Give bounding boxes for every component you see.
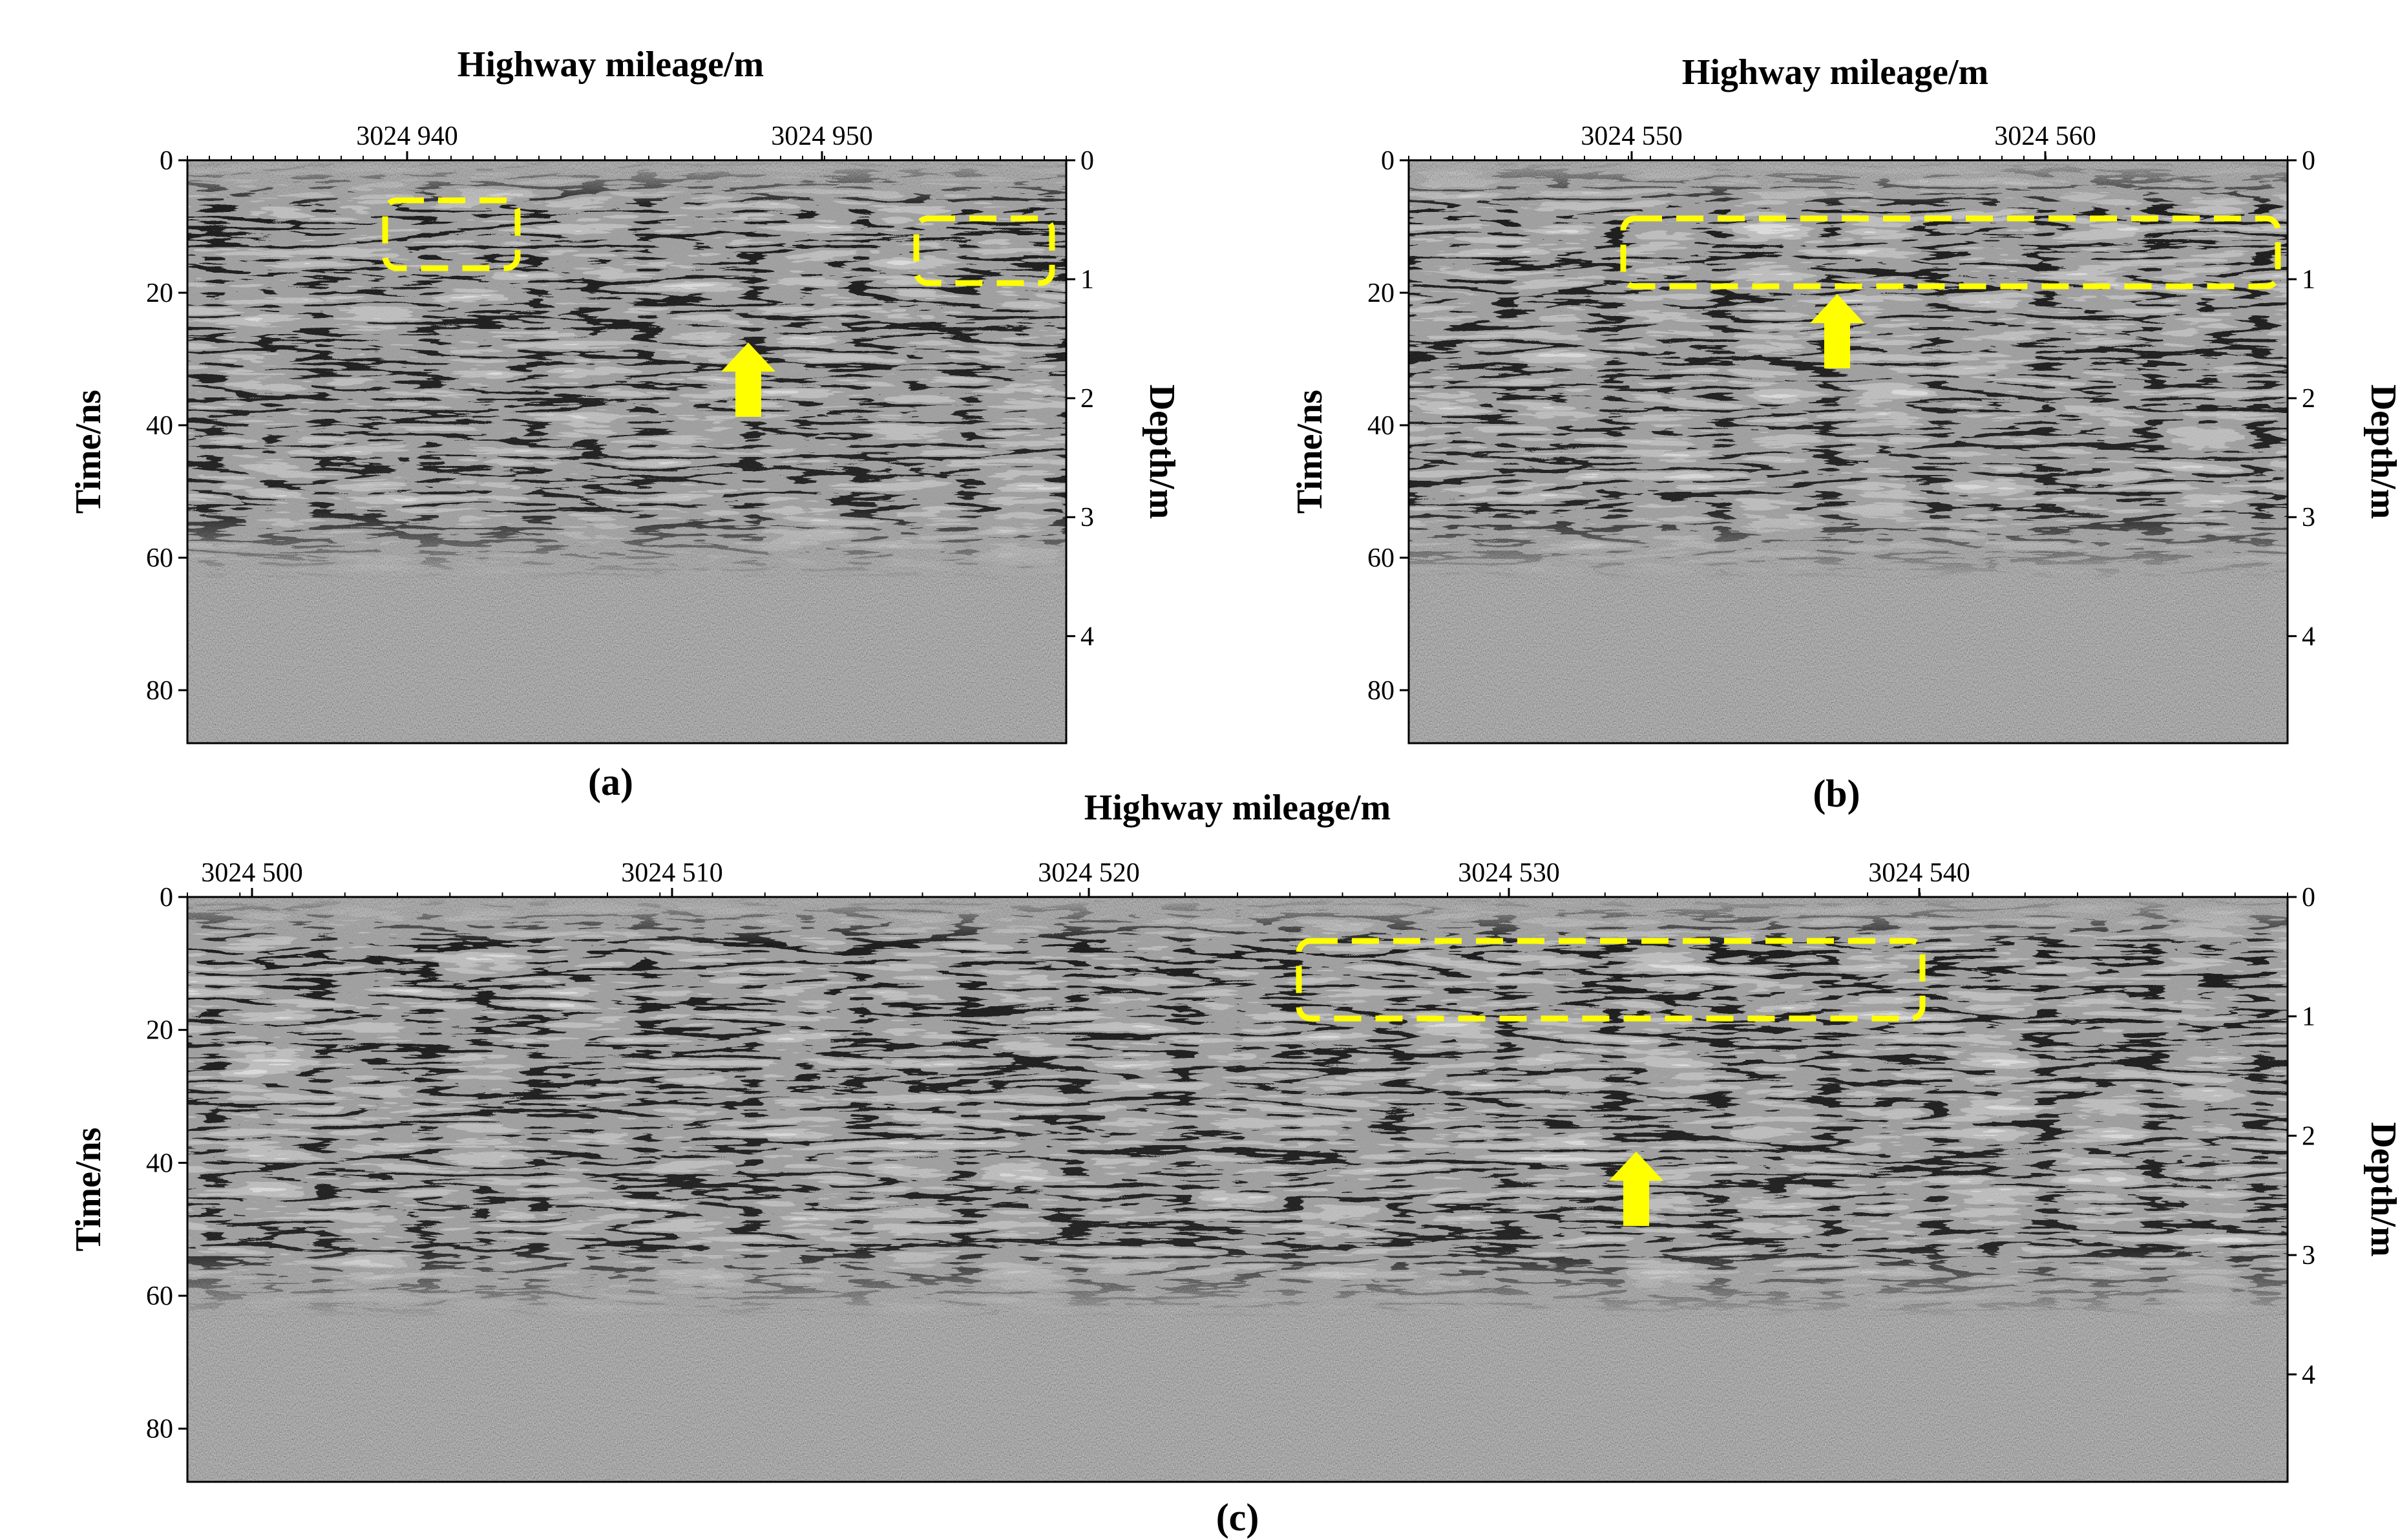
x-tick-label: 3024 550 bbox=[1581, 121, 1683, 151]
panel-caption: (c) bbox=[1216, 1496, 1259, 1539]
time-tick-label: 60 bbox=[146, 543, 173, 573]
time-tick-label: 0 bbox=[1381, 146, 1395, 176]
dashed-box-annotation bbox=[913, 215, 1055, 286]
panel-caption: (a) bbox=[588, 761, 633, 803]
x-tick-label: 3024 950 bbox=[771, 121, 873, 151]
depth-tick-label: 4 bbox=[1080, 622, 1094, 651]
depth-tick-label: 2 bbox=[2302, 1121, 2315, 1151]
radargram-panel-a bbox=[186, 159, 1068, 744]
depth-tick-label: 4 bbox=[2302, 1360, 2315, 1390]
time-tick-label: 60 bbox=[146, 1282, 173, 1311]
depth-tick-label: 0 bbox=[2302, 883, 2315, 912]
depth-tick-label: 2 bbox=[1080, 384, 1094, 414]
depth-tick-label: 0 bbox=[1080, 146, 1094, 176]
depth-axis-title: Depth/m bbox=[2363, 385, 2400, 519]
time-tick-label: 40 bbox=[146, 1148, 173, 1178]
x-tick-label: 3024 560 bbox=[1994, 121, 2096, 151]
depth-tick-label: 1 bbox=[1080, 265, 1094, 295]
x-tick-label: 3024 530 bbox=[1458, 858, 1560, 888]
time-tick-label: 20 bbox=[146, 279, 173, 308]
time-tick-label: 80 bbox=[1367, 676, 1395, 706]
time-tick-label: 40 bbox=[1367, 411, 1395, 441]
time-tick-label: 20 bbox=[146, 1016, 173, 1046]
time-axis-title: Time/ns bbox=[68, 390, 109, 514]
x-tick-label: 3024 500 bbox=[201, 858, 303, 888]
x-axis-title: Highway mileage/m bbox=[1682, 52, 1988, 92]
time-tick-label: 80 bbox=[146, 1415, 173, 1444]
depth-tick-label: 3 bbox=[1080, 503, 1094, 533]
x-tick-label: 3024 510 bbox=[621, 858, 723, 888]
panel-caption: (b) bbox=[1813, 772, 1860, 815]
time-tick-label: 80 bbox=[146, 676, 173, 706]
depth-axis-title: Depth/m bbox=[2363, 1122, 2400, 1256]
yellow-arrow-annotation bbox=[1609, 1152, 1663, 1226]
yellow-arrow-annotation bbox=[721, 343, 775, 417]
time-tick-label: 60 bbox=[1367, 543, 1395, 573]
dashed-box-annotation bbox=[1296, 938, 1926, 1022]
x-tick-label: 3024 540 bbox=[1868, 858, 1970, 888]
depth-axis-title: Depth/m bbox=[1142, 385, 1182, 519]
radargram-panel-b bbox=[1407, 159, 2289, 744]
time-tick-label: 0 bbox=[160, 146, 173, 176]
time-axis-title: Time/ns bbox=[1290, 390, 1330, 514]
x-tick-label: 3024 940 bbox=[356, 121, 458, 151]
x-axis-title: Highway mileage/m bbox=[458, 45, 764, 85]
time-axis-title: Time/ns bbox=[68, 1128, 109, 1252]
time-tick-label: 20 bbox=[1367, 279, 1395, 308]
depth-tick-label: 4 bbox=[2302, 622, 2315, 651]
depth-tick-label: 1 bbox=[2302, 265, 2315, 295]
depth-tick-label: 3 bbox=[2302, 503, 2315, 533]
yellow-arrow-annotation bbox=[1810, 294, 1864, 368]
x-axis-title: Highway mileage/m bbox=[1084, 788, 1391, 828]
time-tick-label: 0 bbox=[160, 883, 173, 912]
time-tick-label: 40 bbox=[146, 411, 173, 441]
depth-tick-label: 1 bbox=[2302, 1002, 2315, 1032]
depth-tick-label: 2 bbox=[2302, 384, 2315, 414]
x-tick-label: 3024 520 bbox=[1038, 858, 1140, 888]
radargram-panel-c bbox=[186, 896, 2289, 1483]
depth-tick-label: 0 bbox=[2302, 146, 2315, 176]
depth-tick-label: 3 bbox=[2302, 1241, 2315, 1271]
dashed-box-annotation bbox=[382, 197, 521, 271]
axes-panel-c: Highway mileage/m 3024 500 3024 510 3024 52… bbox=[68, 788, 2400, 1539]
dashed-box-annotation bbox=[1620, 215, 2281, 290]
